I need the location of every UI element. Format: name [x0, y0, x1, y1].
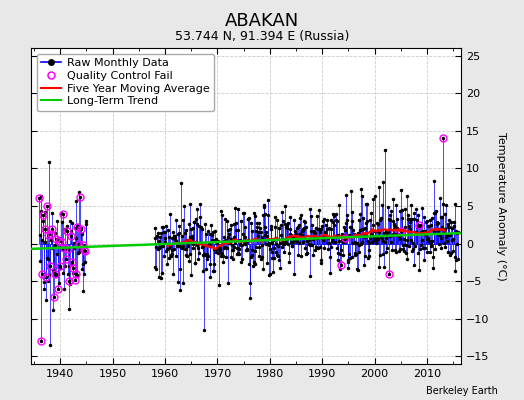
Text: ABAKAN: ABAKAN	[225, 12, 299, 30]
Legend: Raw Monthly Data, Quality Control Fail, Five Year Moving Average, Long-Term Tren: Raw Monthly Data, Quality Control Fail, …	[37, 54, 214, 111]
Y-axis label: Temperature Anomaly (°C): Temperature Anomaly (°C)	[496, 132, 506, 280]
Text: Berkeley Earth: Berkeley Earth	[426, 386, 498, 396]
Text: 53.744 N, 91.394 E (Russia): 53.744 N, 91.394 E (Russia)	[175, 30, 349, 43]
